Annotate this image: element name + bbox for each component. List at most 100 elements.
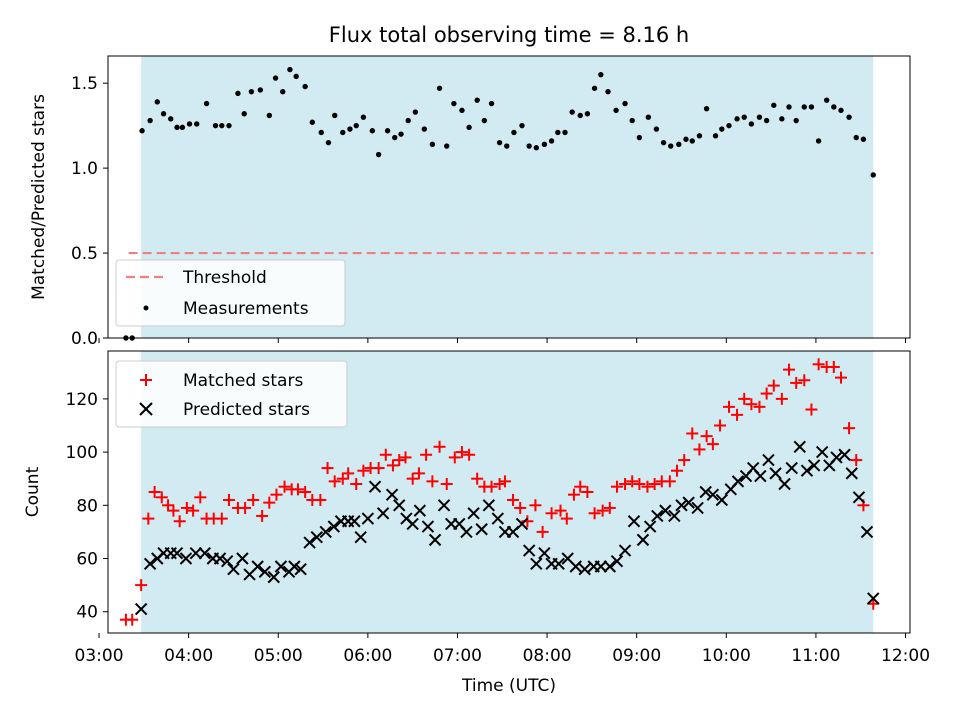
measurement-point [683, 136, 689, 142]
predicted-star-marker [860, 525, 874, 539]
measurement-point [605, 88, 611, 95]
predicted-star-marker [227, 562, 240, 576]
matched-star-marker [753, 400, 766, 413]
predicted-star-marker [627, 515, 641, 528]
matched-legend-label: Matched stars [183, 371, 303, 391]
predicted-star-marker [179, 552, 193, 565]
measurement-point [398, 131, 404, 137]
measurement-point [347, 126, 353, 132]
matched-star-marker [173, 515, 186, 528]
matched-star-marker [148, 486, 161, 498]
measurement-point [846, 114, 852, 120]
matched-star-marker [247, 493, 260, 506]
count-x-tick-label: 08:00 [523, 646, 572, 666]
predicted-star-marker [143, 557, 157, 571]
measurement-point [504, 143, 510, 149]
predicted-star-marker [793, 440, 806, 453]
measurement-point [219, 122, 225, 129]
predicted-star-marker [294, 562, 307, 576]
predicted-star-marker [838, 448, 851, 461]
measurement-point [466, 124, 472, 131]
matched-star-marker [626, 475, 639, 488]
measurement-point [451, 100, 457, 107]
matched-star-marker [256, 509, 269, 522]
measurement-point [712, 133, 719, 139]
count-x-tick-label: 10:00 [702, 646, 751, 666]
count-x-tick-label: 11:00 [791, 646, 840, 666]
measurement-point [369, 128, 376, 134]
predicted-star-marker [354, 531, 367, 544]
measurement-point [838, 107, 844, 114]
matched-star-marker [619, 478, 632, 491]
measurement-point [139, 128, 145, 134]
matched-star-marker [633, 478, 646, 491]
predicted-star-marker [428, 533, 442, 547]
predicted-star-marker [198, 546, 211, 560]
predicted-star-marker [170, 546, 184, 560]
ratio-y-tick-label: 0.0 [71, 329, 98, 349]
measurement-point [340, 129, 346, 136]
predicted-star-marker [852, 491, 866, 504]
matched-star-marker [278, 480, 291, 493]
predicted-star-marker [368, 480, 382, 493]
matched-star-marker [222, 493, 235, 506]
matched-star-marker [187, 504, 200, 517]
predicted-legend-label: Predicted stars [183, 400, 310, 420]
count-panel: 03:00 04:00 05:00 06:00 07:00 08:00 09:00 10:00… [23, 350, 930, 696]
chart-title: Flux total observing time = 8.16 h [329, 23, 689, 47]
matched-star-marker [790, 376, 803, 389]
measurement-point [548, 138, 555, 144]
matched-star-marker [567, 488, 580, 501]
measurement-point [174, 124, 180, 131]
matched-star-marker [581, 486, 594, 498]
measurement-point [436, 85, 443, 91]
count-x-tick-label: 09:00 [612, 646, 661, 666]
measurement-point [526, 143, 532, 149]
matched-star-marker [263, 496, 276, 509]
measurement-point [266, 112, 272, 119]
matched-star-marker [420, 448, 433, 461]
matched-star-marker [722, 400, 735, 413]
matched-star-marker [440, 478, 453, 491]
matched-star-marker [574, 480, 587, 493]
measurement-point [555, 129, 561, 136]
measurement-point [203, 100, 210, 107]
matched-star-marker [507, 493, 520, 506]
matched-star-marker [641, 480, 654, 493]
predicted-star-marker [236, 552, 249, 565]
count-y-tick-label: 80 [76, 496, 98, 516]
measurement-point [569, 109, 575, 115]
measurement-point [272, 75, 279, 81]
predicted-star-marker [603, 560, 617, 573]
count-x-tick-label: 12:00 [881, 646, 930, 666]
matched-star-marker [827, 360, 840, 373]
predicted-star-marker [267, 570, 280, 584]
measurement-point [622, 100, 628, 107]
predicted-star-marker [659, 504, 672, 517]
measurement-point [533, 145, 540, 151]
measurement-point [309, 119, 316, 125]
measurement-point [160, 111, 167, 117]
count-y-tick-label: 60 [76, 550, 98, 570]
matched-star-marker [180, 501, 193, 514]
ratio-y-ticks: 0.0 0.5 1.0 1.5 [71, 74, 108, 349]
matched-star-marker [843, 422, 856, 435]
count-y-tick-label: 100 [66, 443, 98, 463]
measurement-point [325, 139, 332, 146]
measurement-point [598, 71, 604, 78]
measurement-point [726, 122, 732, 129]
predicted-star-marker [594, 560, 608, 573]
matched-star-marker [215, 512, 228, 525]
count-x-ticks: 03:00 04:00 05:00 06:00 07:00 08:00 09:00 10:00… [75, 633, 930, 666]
measurement-point [577, 112, 583, 119]
measurement-point [703, 105, 710, 112]
matched-star-marker [775, 392, 788, 405]
measurement-point [235, 90, 241, 97]
matched-star-marker [126, 613, 139, 626]
measurement-point [771, 102, 777, 108]
predicted-star-marker [830, 451, 843, 464]
matched-star-marker [738, 392, 751, 405]
matched-star-marker [291, 483, 304, 496]
measurement-point [287, 66, 293, 73]
measurement-point [360, 114, 367, 120]
